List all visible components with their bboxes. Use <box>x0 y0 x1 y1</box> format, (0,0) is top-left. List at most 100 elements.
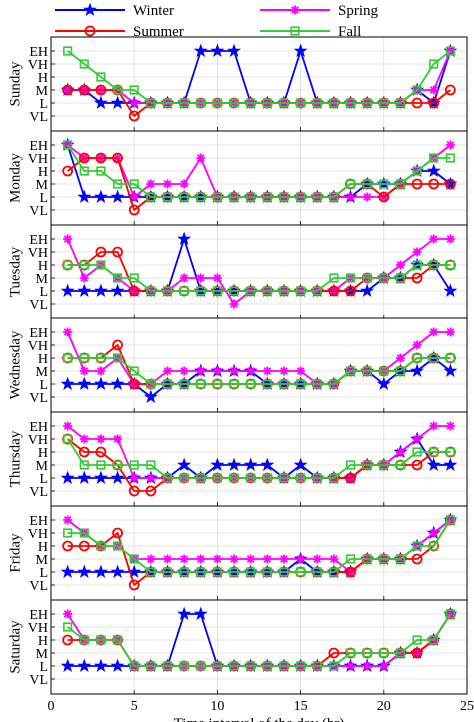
data-point <box>312 98 322 108</box>
data-point <box>345 472 356 484</box>
legend-entry-spring: Spring <box>260 3 379 19</box>
data-point <box>112 353 123 363</box>
y-tick-label: EH <box>29 45 48 60</box>
data-point <box>445 140 455 150</box>
data-point <box>428 178 440 190</box>
series-fall <box>63 260 455 296</box>
data-point <box>162 661 173 671</box>
data-point <box>411 553 423 565</box>
data-point <box>345 460 356 470</box>
data-point <box>112 527 123 539</box>
day-label: Friday <box>7 533 23 573</box>
data-point <box>260 457 275 471</box>
plot-area <box>51 131 467 225</box>
data-point <box>60 283 75 297</box>
data-point <box>279 286 289 296</box>
y-tick-label: M <box>36 272 49 287</box>
data-point <box>162 473 173 483</box>
data-point <box>63 353 73 363</box>
y-tick-label: VL <box>29 673 48 688</box>
data-point <box>412 247 422 257</box>
data-point <box>63 609 73 619</box>
series-fall <box>63 609 455 671</box>
data-point <box>78 540 90 552</box>
data-point <box>179 286 189 296</box>
plot-area <box>51 412 467 506</box>
y-tick-label: VL <box>29 298 48 313</box>
y-tick-label: VH <box>28 433 48 448</box>
data-point <box>129 85 139 95</box>
data-point <box>345 554 356 564</box>
data-point <box>362 554 372 564</box>
data-point <box>444 178 456 190</box>
data-point <box>295 286 306 296</box>
data-point <box>212 567 223 577</box>
data-point <box>177 457 192 471</box>
data-point <box>262 366 272 376</box>
data-point <box>112 179 123 189</box>
data-point <box>445 515 455 525</box>
data-point <box>210 43 225 57</box>
data-point <box>329 192 339 202</box>
y-tick-label: L <box>39 378 48 393</box>
data-point <box>179 379 189 389</box>
y-tick-label: EH <box>29 233 48 248</box>
legend-marker-asterisk <box>290 5 300 15</box>
data-point <box>162 379 173 389</box>
data-point <box>79 260 89 270</box>
plot-area <box>51 600 467 694</box>
y-tick-label: EH <box>29 326 48 341</box>
series-fall <box>63 46 455 108</box>
data-point <box>110 376 125 390</box>
data-point <box>146 286 156 296</box>
data-point <box>296 366 306 376</box>
data-point <box>129 179 139 189</box>
legend-marker-star <box>82 2 98 16</box>
data-point <box>193 43 208 57</box>
data-point <box>95 246 107 258</box>
data-point <box>376 376 391 390</box>
data-point <box>210 457 225 471</box>
series-fall <box>63 434 455 483</box>
data-point <box>129 473 139 483</box>
data-point <box>378 191 390 203</box>
data-point <box>212 273 222 283</box>
data-point <box>312 661 322 671</box>
data-point <box>445 421 455 431</box>
data-point <box>229 366 239 376</box>
legend-marker-circle <box>84 25 96 37</box>
data-point <box>346 192 356 202</box>
data-point <box>295 661 306 671</box>
data-point <box>110 470 125 484</box>
data-point <box>110 658 125 672</box>
data-point <box>445 46 455 56</box>
data-point <box>246 379 256 389</box>
data-point <box>229 192 239 202</box>
data-point <box>445 353 455 363</box>
y-tick-label: VH <box>28 152 48 167</box>
data-point <box>395 366 406 376</box>
data-point <box>212 554 222 564</box>
data-point <box>79 166 89 176</box>
data-point <box>362 98 372 108</box>
data-point <box>262 286 272 296</box>
data-point <box>262 98 272 108</box>
y-tick-label: L <box>39 97 48 112</box>
data-point <box>412 447 422 457</box>
data-point <box>79 528 89 538</box>
data-point <box>212 379 223 389</box>
data-point <box>362 460 372 470</box>
y-tick-label: H <box>38 446 48 461</box>
data-point <box>295 192 306 202</box>
data-point <box>429 528 439 538</box>
data-point <box>60 658 75 672</box>
data-point <box>79 353 89 363</box>
data-point <box>345 273 356 283</box>
data-point <box>429 153 439 163</box>
y-tick-label: M <box>36 647 49 662</box>
data-point <box>212 192 223 202</box>
data-point <box>429 59 439 69</box>
